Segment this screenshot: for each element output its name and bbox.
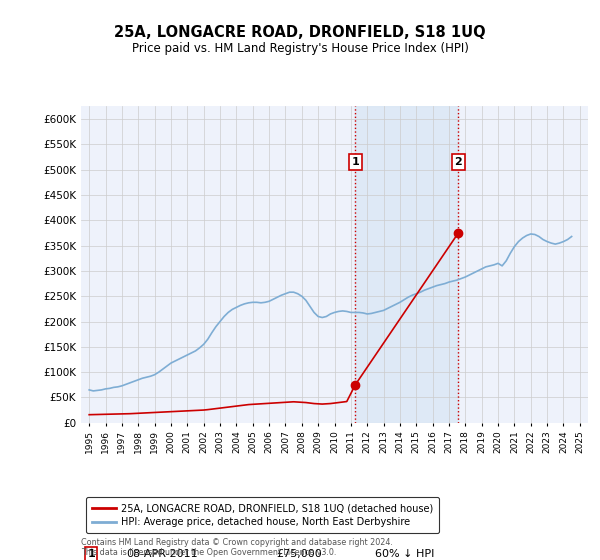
Text: Price paid vs. HM Land Registry's House Price Index (HPI): Price paid vs. HM Land Registry's House … [131,42,469,55]
Text: 08-APR-2011: 08-APR-2011 [127,549,198,559]
Text: Contains HM Land Registry data © Crown copyright and database right 2024.
This d: Contains HM Land Registry data © Crown c… [81,538,393,557]
Text: £75,000: £75,000 [276,549,322,559]
Legend: 25A, LONGACRE ROAD, DRONFIELD, S18 1UQ (detached house), HPI: Average price, det: 25A, LONGACRE ROAD, DRONFIELD, S18 1UQ (… [86,497,439,533]
Text: 1: 1 [87,549,95,559]
Text: 1: 1 [352,157,359,167]
Text: 25A, LONGACRE ROAD, DRONFIELD, S18 1UQ: 25A, LONGACRE ROAD, DRONFIELD, S18 1UQ [114,25,486,40]
Text: 60% ↓ HPI: 60% ↓ HPI [375,549,434,559]
Text: 2: 2 [454,157,462,167]
Bar [355,106,458,423]
